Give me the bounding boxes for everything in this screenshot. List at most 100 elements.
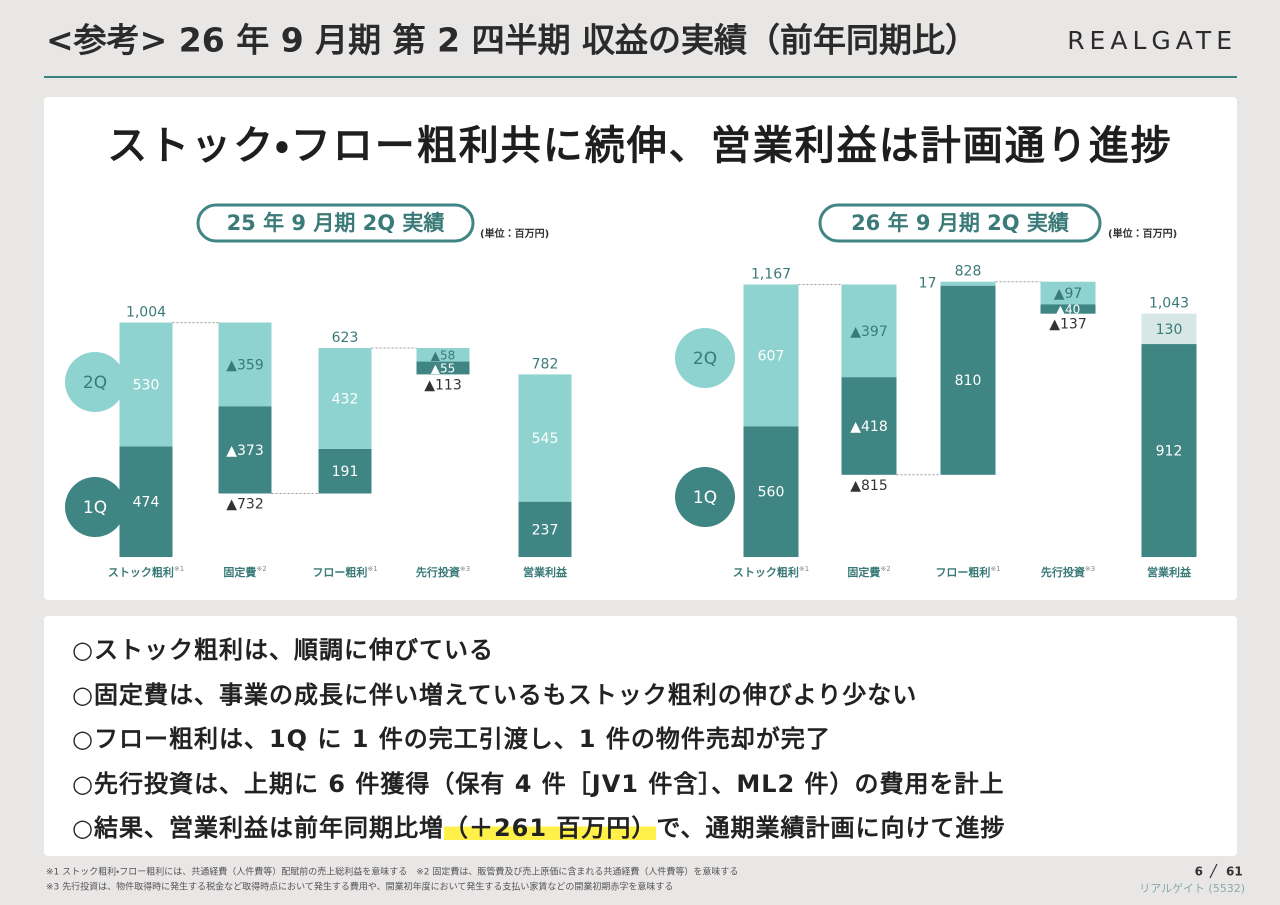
category-note: ※1 bbox=[799, 565, 809, 573]
category-note: ※3 bbox=[1085, 565, 1095, 573]
company: リアルゲイト (5532) bbox=[1139, 882, 1245, 895]
category-label: ストック粗利※1 bbox=[108, 565, 184, 579]
legend-marker bbox=[65, 477, 125, 537]
total-label: ▲113 bbox=[424, 377, 462, 393]
category-note: ※1 bbox=[990, 565, 1000, 573]
legend-label: 1Q bbox=[693, 488, 717, 508]
bullet-list: ○ストック粗利は、順調に伸びている ○固定費は、事業の成長に伴い増えているもスト… bbox=[72, 628, 1222, 851]
legend-label: 2Q bbox=[693, 349, 717, 369]
category-note: ※3 bbox=[460, 565, 470, 573]
category-label: 営業利益 bbox=[523, 565, 568, 579]
conclusion-text: ○結果、営業利益は前年同期比増 bbox=[72, 814, 444, 842]
bullet: ○先行投資は、上期に 6 件獲得（保有 4 件［JV1 件含］、ML2 件）の費… bbox=[72, 769, 1005, 798]
conclusion-highlight: （＋261 百万円） bbox=[443, 814, 657, 842]
legend-label: 2Q bbox=[83, 373, 107, 393]
bullet: ○フロー粗利は、1Q に 1 件の完工引渡し、1 件の物件売却が完了 bbox=[72, 725, 831, 753]
segment-label: ▲359 bbox=[226, 357, 264, 373]
bar-segment bbox=[743, 426, 799, 557]
segment-label: 810 bbox=[955, 373, 982, 389]
category-label: 先行投資※3 bbox=[416, 565, 470, 579]
unit-label: (単位：百万円) bbox=[1108, 227, 1177, 240]
segment-label: ▲418 bbox=[850, 419, 888, 435]
page-number: 6 bbox=[1195, 865, 1203, 879]
chart-title: 26 年 9 月期 2Q 実績 bbox=[851, 211, 1070, 235]
category-note: ※2 bbox=[256, 565, 266, 573]
segment-label: 17 bbox=[919, 276, 937, 292]
bar-segment bbox=[119, 322, 173, 447]
segment-label: 237 bbox=[532, 522, 559, 538]
segment-label: 607 bbox=[758, 348, 785, 364]
category-label: 固定費※2 bbox=[847, 565, 890, 579]
bar-segment bbox=[318, 448, 372, 494]
segment-label: ▲397 bbox=[850, 324, 888, 340]
slide-title: <参考> 26 年 9 月期 第 2 四半期 収益の実績（前年同期比） bbox=[46, 21, 978, 60]
segment-label: 191 bbox=[332, 464, 359, 480]
bar-segment bbox=[940, 281, 996, 286]
category-note: ※1 bbox=[367, 565, 377, 573]
category-label: ストック粗利※1 bbox=[733, 565, 809, 579]
bar-segment bbox=[940, 285, 996, 475]
category-note: ※1 bbox=[174, 565, 184, 573]
segment-label: 130 bbox=[1156, 322, 1183, 338]
bar-segment bbox=[218, 322, 272, 407]
category-name: 固定費 bbox=[223, 565, 256, 579]
category-name: ストック粗利 bbox=[733, 565, 799, 579]
bar-segment bbox=[743, 284, 799, 427]
chart-title-box bbox=[818, 203, 1102, 243]
total-label: 828 bbox=[955, 264, 982, 280]
bar-segment bbox=[841, 377, 897, 475]
legend-marker bbox=[65, 352, 125, 412]
unit-label: (単位：百万円) bbox=[480, 227, 549, 240]
bar-segment bbox=[1141, 344, 1197, 557]
total-label: ▲137 bbox=[1049, 317, 1087, 333]
page-total: 61 bbox=[1226, 865, 1243, 879]
headline: ストック・フロー粗利共に続伸、営業利益は計画通り進捗 bbox=[107, 123, 1173, 169]
chart-title-box bbox=[196, 203, 475, 243]
bar-segment bbox=[1040, 304, 1096, 314]
page-separator bbox=[1209, 863, 1218, 879]
total-label: 1,167 bbox=[751, 267, 791, 283]
segment-label: 912 bbox=[1156, 444, 1183, 460]
category-name: 先行投資 bbox=[1041, 565, 1085, 579]
segment-label: ▲40 bbox=[1056, 303, 1081, 317]
bar-segment bbox=[841, 284, 897, 378]
category-name: フロー粗利 bbox=[312, 565, 367, 579]
brand: REALGATE bbox=[1067, 26, 1237, 55]
text-panel bbox=[44, 616, 1237, 856]
category-name: 営業利益 bbox=[1147, 565, 1192, 579]
bullet: ○ストック粗利は、順調に伸びている bbox=[72, 636, 494, 664]
footnote: ※3 先行投資は、物件取得時に発生する税金など取得時点において発生する費用や、開… bbox=[46, 881, 673, 893]
segment-label: 530 bbox=[133, 377, 160, 393]
category-name: 先行投資 bbox=[416, 565, 460, 579]
category-note: ※2 bbox=[880, 565, 890, 573]
bullet: ○固定費は、事業の成長に伴い増えているもストック粗利の伸びより少ない bbox=[72, 680, 918, 709]
category-label: 営業利益 bbox=[1147, 565, 1192, 579]
category-name: 営業利益 bbox=[523, 565, 568, 579]
bar-segment bbox=[119, 446, 173, 557]
total-label: 1,043 bbox=[1149, 296, 1189, 312]
segment-label: ▲97 bbox=[1054, 286, 1083, 302]
bar-segment bbox=[218, 406, 272, 494]
conclusion-text: で、通期業績計画に向けて進捗 bbox=[656, 814, 1006, 842]
conclusion: ○結果、営業利益は前年同期比増（＋261 百万円）で、通期業績計画に向けて進捗 bbox=[72, 806, 1222, 851]
total-label: 1,004 bbox=[126, 305, 166, 321]
total-label: 623 bbox=[332, 330, 359, 346]
segment-label: 560 bbox=[758, 485, 785, 501]
total-label: 782 bbox=[532, 356, 559, 372]
segment-label: ▲58 bbox=[431, 348, 456, 362]
segment-label: 432 bbox=[332, 391, 359, 407]
category-name: ストック粗利 bbox=[108, 565, 174, 579]
segment-label: ▲373 bbox=[226, 443, 264, 459]
bar-segment bbox=[318, 348, 372, 449]
segment-label: ▲55 bbox=[431, 361, 456, 375]
legend-label: 1Q bbox=[83, 498, 107, 518]
footnote: ※1 ストック粗利・フロー粗利には、共通経費（人件費等）配賦前の売上総利益を意味… bbox=[46, 866, 738, 878]
bar-segment bbox=[518, 374, 572, 502]
category-name: 固定費 bbox=[847, 565, 880, 579]
segment-label: 474 bbox=[133, 495, 160, 511]
total-label: ▲815 bbox=[850, 478, 888, 494]
category-label: 先行投資※3 bbox=[1041, 565, 1095, 579]
category-name: フロー粗利 bbox=[935, 565, 990, 579]
